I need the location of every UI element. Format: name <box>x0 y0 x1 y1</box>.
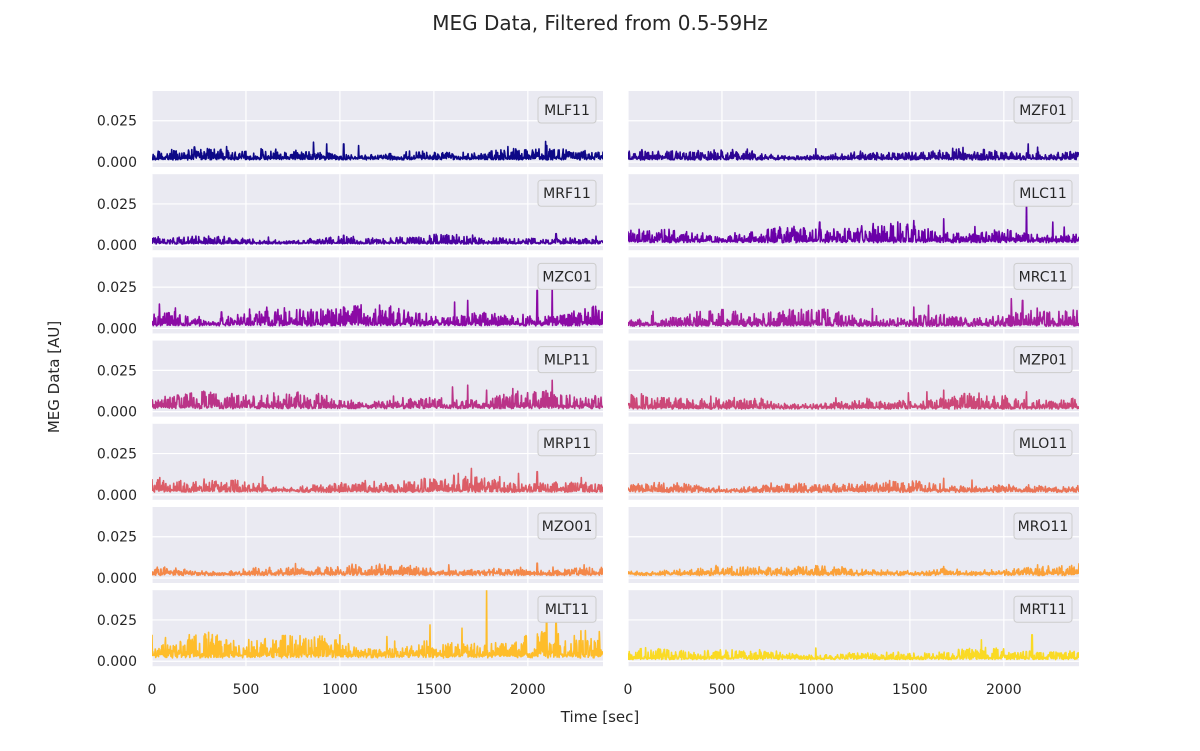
legend: MLO11 <box>1013 429 1073 457</box>
legend-label: MLC11 <box>1019 186 1066 202</box>
chart-title: MEG Data, Filtered from 0.5-59Hz <box>432 11 768 35</box>
series-line-mrc11 <box>628 297 1079 328</box>
legend: MZO01 <box>537 512 597 540</box>
subplot-mlf11: 0.000 0.025 MLF11 <box>97 91 603 171</box>
x-tick-label: 500 <box>709 682 736 698</box>
subplot-mrp11: 0.000 0.025 MRP11 <box>97 423 603 504</box>
legend: MZF01 <box>1013 96 1073 124</box>
subplot-mlc11: MLC11 <box>627 174 1079 251</box>
subplot-mlp11: 0.000 0.025 MLP11 <box>97 340 603 421</box>
subplot-mlo11: MLO11 <box>627 423 1079 500</box>
y-tick-label: 0.025 <box>97 447 137 463</box>
subplot-mrt11: 0 500 1000 1500 2000 MRT11 <box>624 590 1079 698</box>
legend-box <box>537 429 597 457</box>
legend: MLT11 <box>537 595 597 623</box>
y-tick-label: 0.025 <box>97 280 137 296</box>
y-tick-label: 0.025 <box>97 114 137 130</box>
series-line-mzc01 <box>152 284 603 327</box>
legend: MLC11 <box>1013 179 1073 207</box>
legend-label: MZF01 <box>1019 103 1067 119</box>
y-tick-label: 0.000 <box>97 654 137 670</box>
legend-label: MRF11 <box>543 186 591 202</box>
legend-label: MRP11 <box>543 436 591 452</box>
x-axis-label: Time [sec] <box>560 708 639 726</box>
legend-box <box>537 96 597 124</box>
legend-box <box>1013 595 1073 623</box>
series-line-mlc11 <box>628 196 1079 244</box>
series-line-mrp11 <box>152 467 603 494</box>
legend-label: MRO11 <box>1018 519 1069 535</box>
x-tick-label: 500 <box>233 682 260 698</box>
legend: MRC11 <box>1013 262 1073 290</box>
legend-label: MRT11 <box>1019 602 1066 618</box>
legend-label: MZP01 <box>1019 353 1067 369</box>
legend-label: MRC11 <box>1019 269 1068 285</box>
legend: MZC01 <box>537 262 597 290</box>
y-tick-label: 0.000 <box>97 488 137 504</box>
legend-box <box>537 179 597 207</box>
legend-label: MLF11 <box>544 103 590 119</box>
legend-box <box>537 262 597 290</box>
legend: MLP11 <box>537 346 597 374</box>
x-tick-label: 0 <box>624 682 633 698</box>
legend-label: MLT11 <box>545 602 589 618</box>
y-tick-label: 0.000 <box>97 405 137 421</box>
series-line-mzo01 <box>152 562 603 577</box>
y-axis-label: MEG Data [AU] <box>45 321 63 433</box>
y-tick-label: 0.025 <box>97 363 137 379</box>
y-tick-label: 0.025 <box>97 197 137 213</box>
legend: MRP11 <box>537 429 597 457</box>
subplot-mrf11: 0.000 0.025 MRF11 <box>97 174 603 254</box>
x-tick-label: 2000 <box>986 682 1022 698</box>
legend-label: MLP11 <box>544 353 590 369</box>
legend-box <box>1013 262 1073 290</box>
legend-box <box>1013 512 1073 540</box>
legend-label: MZO01 <box>542 519 593 535</box>
legend-box <box>1013 96 1073 124</box>
legend-box <box>1013 179 1073 207</box>
y-tick-label: 0.000 <box>97 321 137 337</box>
x-tick-label: 0 <box>148 682 157 698</box>
series-line-mlp11 <box>152 379 603 410</box>
legend: MZP01 <box>1013 346 1073 374</box>
subplot-mzp01: MZP01 <box>627 340 1079 417</box>
legend: MRF11 <box>537 179 597 207</box>
y-tick-label: 0.000 <box>97 571 137 587</box>
y-tick-label: 0.000 <box>97 238 137 254</box>
series-line-mlf11 <box>152 140 603 161</box>
x-tick-label: 1500 <box>416 682 452 698</box>
series-line-mro11 <box>628 563 1079 577</box>
series-line-mzf01 <box>628 143 1079 161</box>
legend-box <box>1013 429 1073 457</box>
series-line-mzp01 <box>628 389 1079 410</box>
x-tick-label: 2000 <box>510 682 546 698</box>
legend-label: MZC01 <box>542 269 591 285</box>
subplot-mlt11: 0.000 0.025 0 500 1000 1500 2000 MLT11 <box>97 590 603 698</box>
subplot-mro11: MRO11 <box>627 507 1079 583</box>
legend-box <box>537 346 597 374</box>
series-line-mlt11 <box>152 590 603 659</box>
y-tick-label: 0.025 <box>97 613 137 629</box>
legend: MRO11 <box>1013 512 1073 540</box>
legend-box <box>537 512 597 540</box>
x-tick-label: 1500 <box>892 682 928 698</box>
x-tick-label: 1000 <box>798 682 834 698</box>
y-tick-label: 0.025 <box>97 530 137 546</box>
subplot-mzo01: 0.000 0.025 MZO01 <box>97 507 603 587</box>
legend: MLF11 <box>537 96 597 124</box>
subplot-mrc11: MRC11 <box>627 257 1079 334</box>
series-line-mrt11 <box>628 633 1079 661</box>
subplot-grid: 0.000 0.025 MLF11 MZF01 0.000 0.025 MRF11 MLC11… <box>97 91 1079 698</box>
series-line-mlo11 <box>628 477 1079 494</box>
legend-box <box>537 595 597 623</box>
legend-box <box>1013 346 1073 374</box>
y-tick-label: 0.000 <box>97 155 137 171</box>
x-tick-label: 1000 <box>322 682 358 698</box>
subplot-mzf01: MZF01 <box>627 91 1079 167</box>
subplot-mzc01: 0.000 0.025 MZC01 <box>97 257 603 337</box>
series-line-mrf11 <box>152 232 603 245</box>
legend-label: MLO11 <box>1019 436 1067 452</box>
legend: MRT11 <box>1013 595 1073 623</box>
